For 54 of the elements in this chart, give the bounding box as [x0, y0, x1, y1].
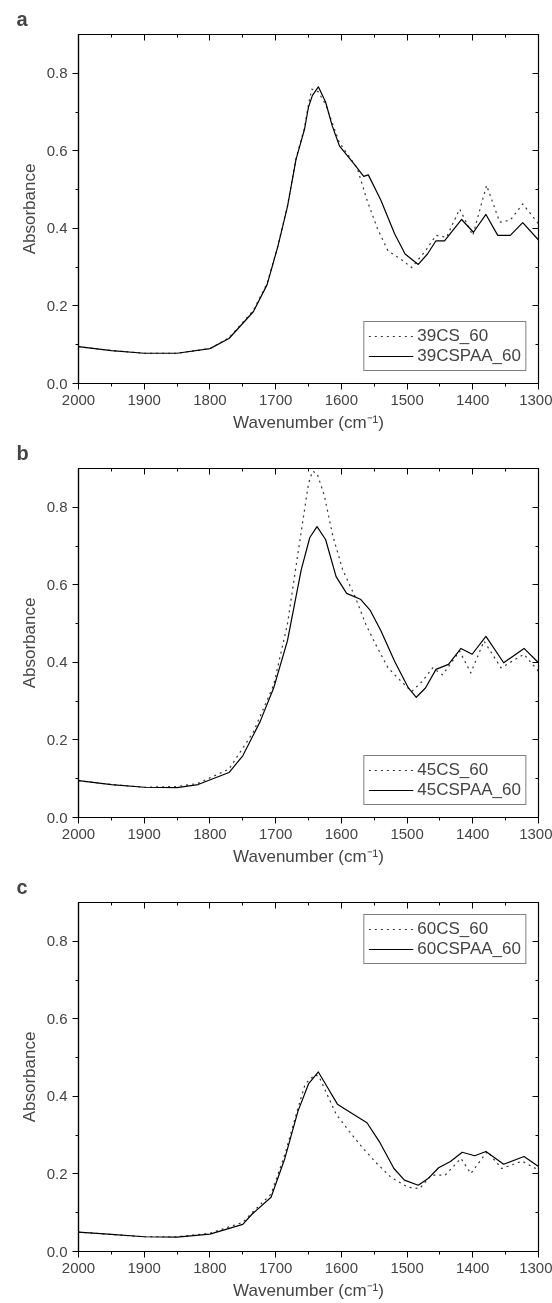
y-tick-label: 0.2	[46, 730, 68, 748]
y-tick-label: 0.0	[46, 374, 68, 392]
x-tick-label: 1300	[519, 1258, 552, 1276]
y-tick-label: 0.6	[46, 575, 68, 593]
x-tick-label: 1600	[324, 390, 359, 408]
x-tick-label: 1500	[390, 824, 424, 842]
legend-label: 45CS_60	[417, 760, 489, 780]
x-tick-label: 1800	[193, 390, 227, 408]
x-tick-label: 1700	[258, 824, 293, 842]
legend-label: 39CS_60	[417, 326, 489, 346]
x-tick-label: 1900	[127, 1258, 161, 1276]
x-tick-label: 1300	[519, 824, 552, 842]
y-tick-label: 0.0	[46, 808, 68, 826]
x-tick-label: 1900	[127, 390, 161, 408]
x-tick-label: 1300	[519, 390, 552, 408]
y-tick-label: 0.0	[46, 1242, 68, 1260]
y-tick-label: 0.4	[46, 219, 68, 237]
y-tick-label: 0.8	[46, 932, 68, 950]
y-tick-label: 0.8	[46, 498, 68, 516]
legend-label: 60CS_60	[417, 919, 489, 939]
chart-title: b	[16, 441, 29, 464]
x-tick-label: 1500	[390, 1258, 424, 1276]
y-axis-title: Absorbance	[19, 1031, 39, 1123]
y-axis-title: Absorbance	[19, 163, 39, 255]
x-tick-label: 1900	[127, 824, 161, 842]
legend-label: 39CSPAA_60	[417, 346, 521, 366]
x-tick-label: 1600	[324, 1258, 359, 1276]
x-axis-title: Wavenumber (cm⁻¹)	[233, 1280, 384, 1300]
x-tick-label: 2000	[61, 824, 96, 842]
y-tick-label: 0.4	[46, 653, 68, 671]
x-tick-label: 1400	[456, 1258, 490, 1276]
y-tick-label: 0.6	[46, 141, 68, 159]
y-axis-title: Absorbance	[19, 597, 39, 689]
x-tick-label: 1400	[456, 390, 490, 408]
chart-title: a	[16, 7, 29, 30]
y-tick-label: 0.2	[46, 296, 68, 314]
x-tick-label: 1800	[193, 824, 227, 842]
legend-label: 60CSPAA_60	[417, 939, 521, 959]
chart-title: c	[16, 875, 28, 898]
x-tick-label: 1500	[390, 390, 424, 408]
x-axis-title: Wavenumber (cm⁻¹)	[233, 846, 384, 866]
x-tick-label: 2000	[61, 390, 96, 408]
x-tick-label: 1400	[456, 824, 490, 842]
x-tick-label: 1700	[258, 390, 293, 408]
x-tick-label: 1700	[258, 1258, 293, 1276]
legend-label: 45CSPAA_60	[417, 780, 521, 800]
x-tick-label: 1600	[324, 824, 359, 842]
y-tick-label: 0.4	[46, 1087, 68, 1105]
x-axis-title: Wavenumber (cm⁻¹)	[233, 412, 384, 432]
y-tick-label: 0.6	[46, 1009, 68, 1027]
x-tick-label: 2000	[61, 1258, 96, 1276]
x-tick-label: 1800	[193, 1258, 227, 1276]
y-tick-label: 0.2	[46, 1164, 68, 1182]
y-tick-label: 0.8	[46, 64, 68, 82]
